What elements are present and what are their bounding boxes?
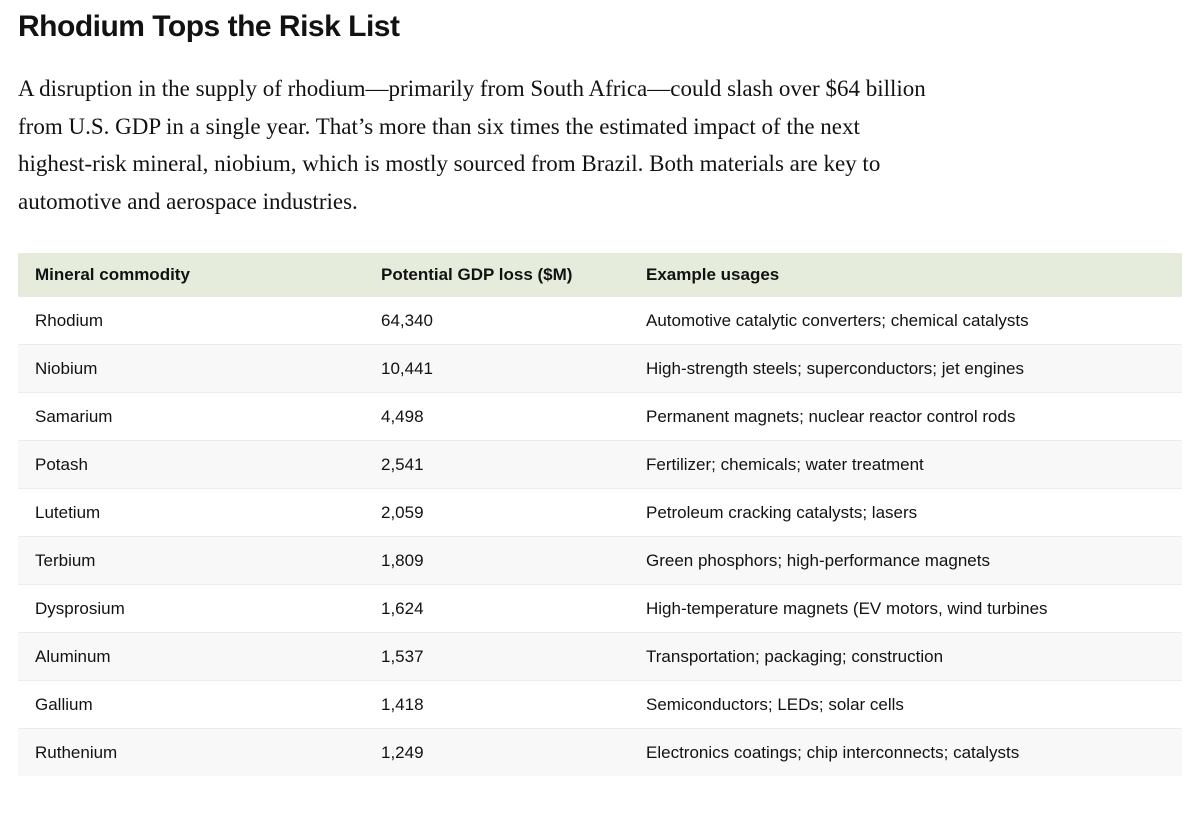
table-row: Aluminum 1,537 Transportation; packaging; … [18, 632, 1182, 681]
cell-gdp-loss: 1,624 [364, 584, 629, 633]
cell-gdp-loss: 4,498 [364, 392, 629, 441]
cell-usages: Petroleum cracking catalysts; lasers [629, 488, 1182, 537]
table-row: Niobium 10,441 High-strength steels; super… [18, 344, 1182, 393]
description-line: automotive and aerospace industries. [18, 188, 358, 214]
description-line: A disruption in the supply of rhodium—pr… [18, 76, 926, 101]
cell-usages: Fertilizer; chemicals; water treatment [629, 440, 1182, 489]
table-row: Samarium 4,498 Permanent magnets; nuclear … [18, 392, 1182, 441]
cell-gdp-loss: 2,059 [364, 488, 629, 537]
cell-usages: Electronics coatings; chip interconnects… [629, 728, 1182, 776]
cell-gdp-loss: 1,418 [364, 680, 629, 729]
cell-mineral: Rhodium [35, 310, 104, 330]
table-row: Gallium 1,418 Semiconductors; LEDs; solar … [18, 680, 1182, 729]
cell-mineral: Gallium [18, 680, 364, 729]
table-row: Potash 2,541 Fertilizer; chemicals; water … [18, 440, 1182, 489]
cell-gdp-loss: 1,249 [364, 728, 629, 776]
cell-mineral: Dysprosium [18, 584, 364, 633]
table-header-row: Mineral commodity Potential GDP loss ($M… [18, 253, 1182, 297]
figure-description: A disruption in the supply of rhodium—pr… [18, 70, 1182, 220]
cell-mineral: Lutetium [18, 488, 364, 537]
table-row: Lutetium 2,059 Petroleum cracking catalyst… [18, 488, 1182, 537]
cell-usages: High-temperature magnets (EV motors, win… [629, 584, 1182, 633]
table-body: Rhodium 64,340 Automotive catalytic conver… [18, 297, 1182, 776]
cell-mineral: Terbium [18, 536, 364, 585]
column-header-mineral-commodity: Mineral commodity [18, 253, 364, 297]
description-line: from U.S. GDP in a single year. That’s m… [18, 113, 860, 139]
cell-mineral: Aluminum [18, 632, 364, 681]
table-row: Terbium 1,809 Green phosphors; high-perfor… [18, 536, 1182, 585]
column-header-gdp-loss: Potential GDP loss ($M) [364, 253, 629, 297]
cell-usages: High-strength steels; superconductors; j… [629, 344, 1182, 393]
article-figure: Rhodium Tops the Risk List A disruption … [0, 10, 1200, 776]
cell-mineral: Ruthenium [18, 728, 364, 776]
cell-usages: Semiconductors; LEDs; solar cells [629, 680, 1182, 729]
cell-mineral: Samarium [18, 392, 364, 441]
cell-usages: Permanent magnets; nuclear reactor contr… [629, 392, 1182, 441]
column-header-example-usages: Example usages [629, 253, 1182, 297]
cell-gdp-loss: 1,809 [364, 536, 629, 585]
cell-gdp-loss: 64,340 [381, 310, 433, 330]
mineral-risk-table: Mineral commodity Potential GDP loss ($M… [18, 253, 1182, 776]
figure-title: Rhodium Tops the Risk List [18, 10, 400, 43]
table-row: Dysprosium 1,624 High-temperature magnets … [18, 584, 1182, 633]
cell-usages: Green phosphors; high-performance magnet… [629, 536, 1182, 585]
cell-gdp-loss: 1,537 [364, 632, 629, 681]
table-row: Ruthenium 1,249 Electronics coatings; chip… [18, 728, 1182, 776]
cell-mineral: Niobium [18, 344, 364, 393]
table-row: Rhodium 64,340 Automotive catalytic conver… [18, 297, 1182, 345]
cell-usages: Automotive catalytic converters; chemica… [646, 310, 1029, 330]
cell-gdp-loss: 2,541 [364, 440, 629, 489]
description-line: highest-risk mineral, niobium, which is … [18, 151, 881, 176]
cell-gdp-loss: 10,441 [364, 344, 629, 393]
cell-usages: Transportation; packaging; construction [629, 632, 1182, 681]
cell-mineral: Potash [18, 440, 364, 489]
